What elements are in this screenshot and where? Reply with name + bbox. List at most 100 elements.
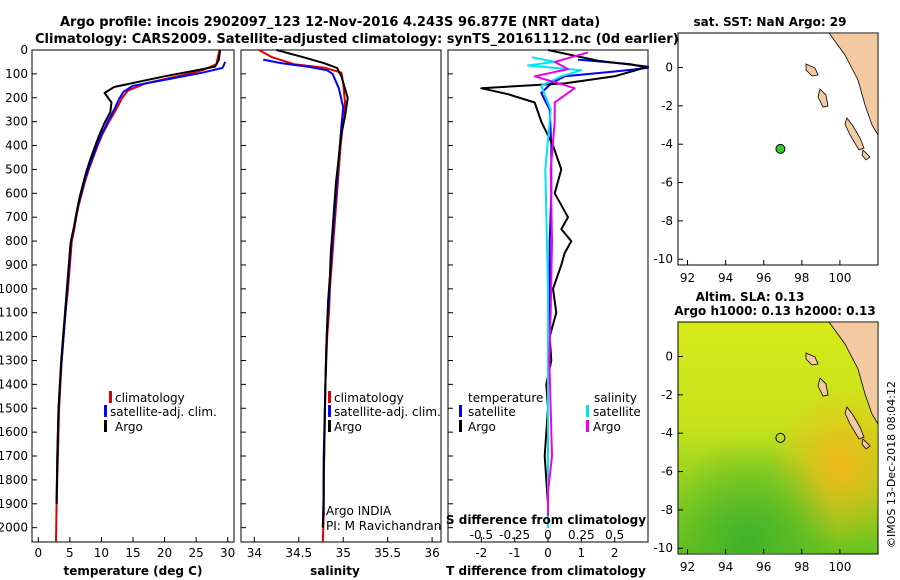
temperature-tick-label: 10 xyxy=(94,546,109,560)
salinity-legend: climatology satellite-adj. clim. Argo xyxy=(328,391,441,434)
imos-credit: ©IMOS 13-Dec-2018 08:04:12 xyxy=(885,381,898,548)
temperature-axes xyxy=(31,49,235,543)
legend-label-climatology: climatology xyxy=(115,391,185,405)
argo-float-marker xyxy=(775,432,786,443)
legend-label-temp-argo: Argo xyxy=(468,420,496,434)
legend-swatch-temp-argo xyxy=(459,420,462,432)
map-lon-tick-label: 96 xyxy=(756,271,771,285)
title-line-2: Climatology: CARS2009. Satellite-adjuste… xyxy=(35,32,679,47)
map-lat-tick-label: -2 xyxy=(661,388,673,402)
map-lon-tick-label: 100 xyxy=(828,271,851,285)
series-line-satellite-adj-clim- xyxy=(55,61,227,504)
island-nias xyxy=(817,88,829,108)
map-lat-tick-label: -8 xyxy=(661,214,673,228)
depth-tick-label: 800 xyxy=(5,234,28,248)
map-lat-tick-label: -6 xyxy=(661,176,673,190)
s-difference-title: S difference from climatology xyxy=(446,513,646,527)
map-lon-tick-label: 94 xyxy=(718,560,733,574)
salinity-tick-label: 36 xyxy=(424,546,439,560)
depth-tick-label: 700 xyxy=(5,210,28,224)
principal-investigator-note: PI: M Ravichandran xyxy=(326,519,441,533)
map-lon-tick-label: 98 xyxy=(794,271,809,285)
temperature-tick-label: 0 xyxy=(34,546,42,560)
depth-tick-label: 200 xyxy=(5,91,28,105)
legend-label-temp-satellite: satellite xyxy=(468,405,516,419)
s-difference-tick-label: -0.25 xyxy=(499,528,530,542)
map-lat-tick-label: -10 xyxy=(653,252,673,266)
legend-swatch-climatology xyxy=(328,391,331,403)
map-lat-tick-label: -4 xyxy=(661,426,673,440)
argo-float-marker xyxy=(775,143,786,154)
map-lat-tick-label: -6 xyxy=(661,465,673,479)
map-lon-tick-label: 92 xyxy=(680,560,695,574)
sla-map-title-2: Argo h1000: 0.13 h2000: 0.13 xyxy=(674,304,875,318)
sla-map-title-1: Altim. SLA: 0.13 xyxy=(696,290,805,304)
salinity-axes xyxy=(240,49,442,543)
series-line-climatology xyxy=(258,49,346,543)
temperature-tick-label: 20 xyxy=(157,546,172,560)
difference-tick-label: 0 xyxy=(544,546,552,560)
map-lon-tick-label: 94 xyxy=(718,271,733,285)
depth-tick-label: 1500 xyxy=(0,401,28,415)
depth-tick-label: 1600 xyxy=(0,425,28,439)
depth-tick-label: 400 xyxy=(5,139,28,153)
map-lon-tick-label: 92 xyxy=(680,271,695,285)
sumatra-coast xyxy=(828,321,879,426)
salinity-tick-label: 35.5 xyxy=(374,546,401,560)
depth-tick-label: 600 xyxy=(5,186,28,200)
map-lat-tick-label: -8 xyxy=(661,503,673,517)
map-lat-tick-label: 0 xyxy=(665,350,673,364)
map-lat-tick-label: 0 xyxy=(665,61,673,75)
series-line-argo xyxy=(276,49,349,528)
difference-legend: temperature satellite Argo salinity sate… xyxy=(459,391,641,434)
island-enggano xyxy=(861,438,871,450)
legend-label-satellite: satellite-adj. clim. xyxy=(110,405,217,419)
difference-tick-label: 2 xyxy=(611,546,619,560)
salinity-tick-label: 35 xyxy=(336,546,351,560)
map-lat-tick-label: -2 xyxy=(661,99,673,113)
sst-map-title: sat. SST: NaN Argo: 29 xyxy=(693,15,846,29)
legend-swatch-climatology xyxy=(109,391,112,403)
depth-tick-label: 1800 xyxy=(0,473,28,487)
series-line-temperature-satellite xyxy=(540,58,649,528)
temperature-xlabel: temperature (deg C) xyxy=(64,564,203,578)
legend-title-salinity: salinity xyxy=(594,391,637,405)
s-difference-tick-label: 0 xyxy=(544,528,552,542)
island-nias xyxy=(817,377,829,397)
legend-title-temperature: temperature xyxy=(468,391,543,405)
sumatra-coast xyxy=(828,32,879,137)
legend-swatch-satellite xyxy=(328,405,331,417)
depth-tick-label: 100 xyxy=(5,67,28,81)
map-lon-tick-label: 96 xyxy=(756,560,771,574)
series-line-salinity-argo xyxy=(533,51,589,516)
legend-swatch-argo xyxy=(104,420,107,432)
temperature-legend: climatology satellite-adj. clim. Argo xyxy=(104,391,217,434)
map-lat-tick-label: -10 xyxy=(653,541,673,555)
legend-swatch-temp-satellite xyxy=(459,405,462,417)
temperature-tick-label: 5 xyxy=(66,546,74,560)
legend-swatch-satellite xyxy=(104,405,107,417)
depth-tick-label: 1700 xyxy=(0,449,28,463)
map-lat-tick-label: -4 xyxy=(661,137,673,151)
sla-map-coastline xyxy=(805,321,879,450)
island-enggano xyxy=(861,149,871,161)
depth-tick-label: 1900 xyxy=(0,497,28,511)
salinity-tick-label: 34.5 xyxy=(285,546,312,560)
island-mentawai xyxy=(844,117,865,151)
temperature-tick-label: 15 xyxy=(125,546,140,560)
s-difference-tick-label: -0.5 xyxy=(470,528,493,542)
legend-label-satellite: satellite-adj. clim. xyxy=(334,405,441,419)
depth-tick-label: 500 xyxy=(5,162,28,176)
legend-label-sal-satellite: satellite xyxy=(593,405,641,419)
temperature-tick-label: 30 xyxy=(220,546,235,560)
depth-tick-label: 2000 xyxy=(0,521,28,535)
legend-swatch-sal-satellite xyxy=(586,405,589,417)
s-difference-tick-label: 0.5 xyxy=(605,528,624,542)
series-line-satellite-adj-clim- xyxy=(263,58,345,516)
difference-tick-label: -2 xyxy=(475,546,487,560)
argo-program-note: Argo INDIA xyxy=(326,504,392,518)
sla-cool-anomaly xyxy=(678,322,878,554)
depth-tick-label: 1100 xyxy=(0,306,28,320)
legend-label-argo: Argo xyxy=(334,420,362,434)
